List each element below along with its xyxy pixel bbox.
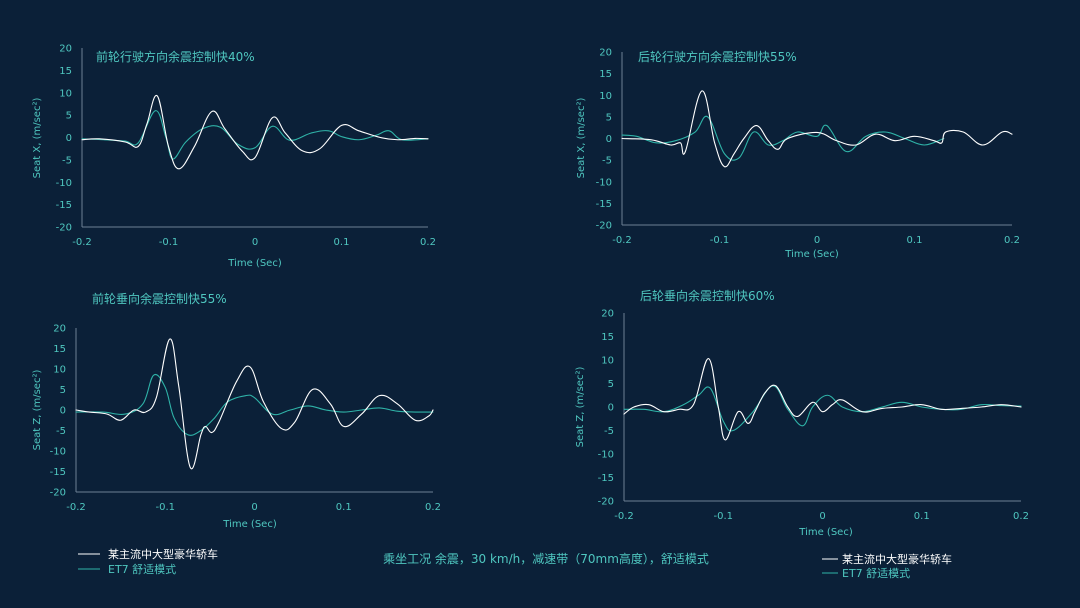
x-tick-label: 0.1	[907, 235, 923, 246]
x-axis-label: Time (Sec)	[227, 258, 282, 269]
chart-title: 前轮行驶方向余震控制快40%	[96, 49, 255, 64]
series-line-et7-comfort	[75, 373, 434, 436]
x-tick-label: 0.1	[336, 502, 352, 513]
y-tick-label: -10	[50, 447, 66, 458]
y-tick-label: -5	[602, 156, 612, 167]
y-tick-label: -5	[62, 155, 72, 166]
y-axis-label: Seat Z, (m/sec²)	[32, 370, 43, 451]
chart-title: 后轮行驶方向余震控制快55%	[638, 49, 797, 64]
series-line-luxury-sedan	[621, 90, 1013, 168]
y-tick-label: 0	[608, 403, 614, 414]
x-tick-label: 0.2	[1004, 235, 1020, 246]
legend-left-label-0: 某主流中大型豪华轿车	[108, 547, 218, 561]
x-tick-label: 0.2	[425, 502, 441, 513]
x-tick-label: -0.2	[66, 502, 86, 513]
y-axis-label: Seat Z, (m/sec²)	[575, 367, 586, 448]
y-tick-label: 15	[53, 344, 66, 355]
y-tick-label: 20	[59, 44, 72, 55]
legend-right: 某主流中大型豪华轿车 ET7 舒适模式	[822, 552, 952, 580]
y-tick-label: -20	[56, 223, 72, 234]
x-axis-label: Time (Sec)	[784, 249, 839, 260]
x-tick-label: -0.2	[72, 237, 92, 248]
y-tick-label: -15	[596, 199, 612, 210]
y-tick-label: 5	[66, 111, 72, 122]
x-tick-label: 0.1	[914, 511, 930, 522]
x-tick-label: -0.1	[713, 511, 733, 522]
x-tick-label: -0.1	[155, 502, 175, 513]
y-tick-label: -15	[50, 467, 66, 478]
y-axis-label: Seat X, (m/sec²)	[576, 98, 587, 179]
y-tick-label: 15	[601, 332, 614, 343]
legend-right-label-1: ET7 舒适模式	[842, 566, 910, 580]
legend-left: 某主流中大型豪华轿车 ET7 舒适模式	[78, 547, 218, 576]
y-tick-label: 0	[60, 406, 66, 417]
x-tick-label: -0.2	[614, 511, 634, 522]
series-line-luxury-sedan	[81, 95, 429, 170]
series-line-luxury-sedan	[75, 338, 434, 470]
y-tick-label: -15	[598, 473, 614, 484]
y-tick-label: -20	[50, 488, 66, 499]
y-tick-label: 10	[599, 91, 612, 102]
chart-4: 20 15 10 5 0 -5 -10 -15 -20-0.2 -0.1 0 0.1 0.2 后轮垂向余震…	[575, 288, 1029, 538]
y-tick-label: -20	[598, 497, 614, 508]
y-tick-label: 5	[608, 379, 614, 390]
chart-2: 20 15 10 5 0 -5 -10 -15 -20-0.2 -0.1 0 0.1 0.2 后轮行驶方向…	[576, 48, 1020, 261]
y-tick-label: -10	[596, 177, 612, 188]
chart-title: 后轮垂向余震控制快60%	[640, 288, 775, 303]
legend-right-label-0: 某主流中大型豪华轿车	[842, 552, 952, 566]
y-tick-label: 20	[601, 309, 614, 320]
x-axis-label: Time (Sec)	[222, 519, 277, 530]
x-axis-label: Time (Sec)	[798, 527, 853, 538]
series-line-luxury-sedan	[623, 358, 1022, 441]
x-tick-label: 0	[819, 511, 825, 522]
caption: 乘坐工况 余震，30 km/h，减速带（70mm高度），舒适模式	[383, 551, 709, 566]
chart-3: 20 15 10 5 0 -5 -10 -15 -20-0.2 -0.1 0 0.1 0.2 前轮垂向余震…	[32, 291, 441, 530]
y-tick-label: -5	[56, 426, 66, 437]
legend-left-label-1: ET7 舒适模式	[108, 562, 176, 576]
y-tick-label: 5	[60, 385, 66, 396]
y-tick-label: 15	[59, 66, 72, 77]
x-tick-label: 0.2	[1013, 511, 1029, 522]
y-tick-label: -20	[596, 221, 612, 232]
y-tick-label: -5	[604, 426, 614, 437]
y-tick-label: 5	[606, 112, 612, 123]
y-tick-label: 10	[53, 365, 66, 376]
y-tick-label: -10	[598, 450, 614, 461]
x-tick-label: -0.1	[159, 237, 179, 248]
y-tick-label: 10	[59, 88, 72, 99]
y-tick-label: 15	[599, 69, 612, 80]
x-tick-label: 0	[252, 237, 258, 248]
y-tick-label: 0	[66, 133, 72, 144]
x-tick-label: 0.2	[420, 237, 436, 248]
x-tick-label: 0.1	[334, 237, 350, 248]
x-tick-label: 0	[251, 502, 257, 513]
x-tick-label: -0.1	[710, 235, 730, 246]
y-tick-label: -15	[56, 200, 72, 211]
x-tick-label: 0	[814, 235, 820, 246]
chart-title: 前轮垂向余震控制快55%	[92, 291, 227, 306]
series-line-et7-comfort	[621, 115, 945, 161]
y-tick-label: 10	[601, 356, 614, 367]
y-tick-label: 20	[53, 324, 66, 335]
y-tick-label: 0	[606, 134, 612, 145]
y-axis-label: Seat X, (m/sec²)	[32, 98, 43, 179]
y-tick-label: -10	[56, 178, 72, 189]
chart-1: 20 15 10 5 0 -5 -10 -15 -20-0.2 -0.1 0 0.1 0.2 前轮行驶方向…	[32, 44, 436, 270]
x-tick-label: -0.2	[612, 235, 632, 246]
y-tick-label: 20	[599, 48, 612, 59]
